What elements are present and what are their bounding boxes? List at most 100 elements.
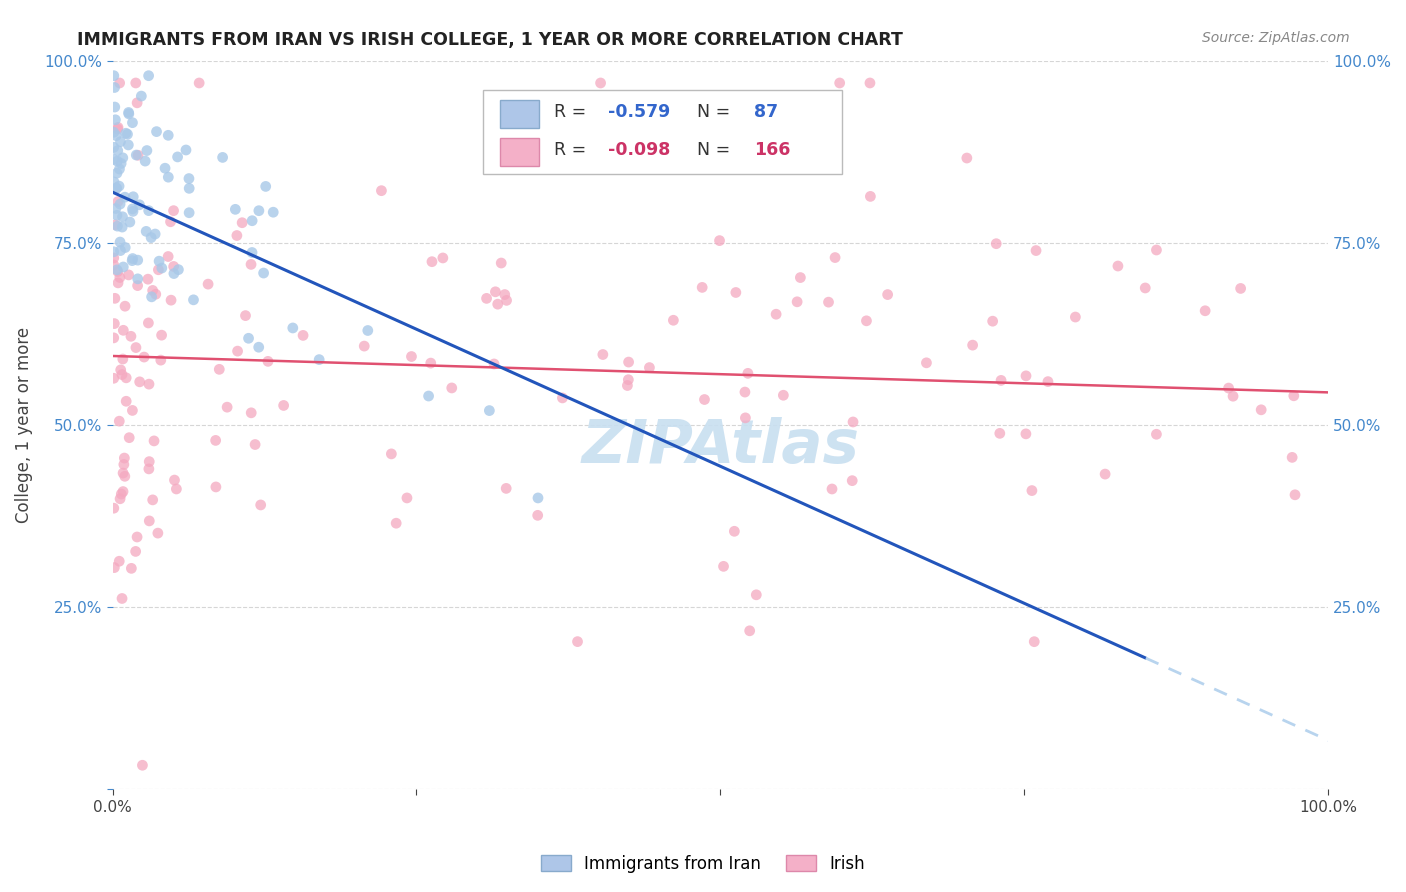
Text: 87: 87 bbox=[755, 103, 779, 121]
Text: IMMIGRANTS FROM IRAN VS IRISH COLLEGE, 1 YEAR OR MORE CORRELATION CHART: IMMIGRANTS FROM IRAN VS IRISH COLLEGE, 1… bbox=[77, 31, 903, 49]
Point bbox=[107, 264, 129, 278]
Point bbox=[111, 220, 134, 235]
Text: R =: R = bbox=[554, 141, 592, 159]
Point bbox=[131, 89, 153, 103]
Point bbox=[385, 516, 408, 531]
Point bbox=[482, 357, 505, 371]
Point bbox=[103, 175, 125, 189]
Point bbox=[432, 251, 454, 265]
Point bbox=[114, 299, 136, 313]
Point bbox=[128, 375, 150, 389]
Point bbox=[1194, 303, 1216, 318]
Point bbox=[127, 253, 149, 268]
Point bbox=[401, 350, 423, 364]
Point bbox=[127, 278, 149, 293]
Point bbox=[138, 455, 160, 469]
Point bbox=[107, 120, 129, 135]
Point bbox=[104, 100, 127, 114]
Point bbox=[486, 297, 509, 311]
Point bbox=[841, 474, 863, 488]
Point bbox=[1024, 634, 1046, 648]
Point bbox=[693, 392, 716, 407]
Point bbox=[163, 473, 186, 487]
Point bbox=[817, 295, 839, 310]
Text: N =: N = bbox=[697, 141, 735, 159]
Point bbox=[110, 156, 132, 170]
Point bbox=[281, 321, 304, 335]
Point bbox=[153, 161, 176, 176]
Point bbox=[103, 560, 125, 574]
Point bbox=[157, 250, 180, 264]
Point bbox=[489, 256, 512, 270]
Point bbox=[145, 287, 167, 301]
Point bbox=[247, 340, 270, 354]
Point bbox=[150, 261, 173, 276]
Point bbox=[418, 389, 440, 403]
Point bbox=[527, 491, 550, 505]
Point bbox=[1015, 368, 1038, 383]
Point bbox=[786, 294, 808, 309]
Point bbox=[121, 202, 143, 216]
Point bbox=[105, 166, 128, 180]
Point bbox=[105, 181, 128, 195]
Point bbox=[745, 588, 768, 602]
Point bbox=[370, 184, 392, 198]
Point bbox=[117, 127, 139, 141]
Point bbox=[247, 203, 270, 218]
Point bbox=[842, 415, 865, 429]
Point bbox=[134, 154, 156, 169]
Point bbox=[617, 355, 640, 369]
Point bbox=[111, 591, 134, 606]
Text: -0.098: -0.098 bbox=[609, 141, 671, 159]
Point bbox=[107, 194, 129, 209]
Point bbox=[117, 268, 139, 282]
Point bbox=[243, 437, 266, 451]
Point bbox=[828, 76, 851, 90]
Point bbox=[103, 331, 125, 345]
Point bbox=[254, 179, 277, 194]
Point bbox=[240, 245, 263, 260]
Point bbox=[179, 181, 201, 195]
Point bbox=[138, 462, 160, 476]
Point bbox=[146, 526, 169, 541]
Point bbox=[138, 377, 160, 392]
Point bbox=[240, 213, 263, 227]
Point bbox=[225, 228, 247, 243]
Point bbox=[105, 181, 128, 195]
Point bbox=[111, 210, 134, 224]
Point bbox=[103, 244, 125, 259]
Point bbox=[204, 434, 226, 448]
Point bbox=[713, 559, 735, 574]
Point bbox=[139, 230, 162, 244]
Point bbox=[125, 148, 148, 162]
Point bbox=[108, 491, 131, 506]
Point bbox=[567, 634, 589, 648]
Point bbox=[118, 107, 141, 121]
Point bbox=[1144, 427, 1167, 442]
Point bbox=[494, 287, 516, 301]
Point bbox=[690, 280, 713, 294]
Point bbox=[105, 154, 128, 169]
Point bbox=[1036, 375, 1059, 389]
Point bbox=[257, 354, 280, 368]
Point bbox=[616, 378, 638, 392]
Point bbox=[662, 313, 685, 327]
Point bbox=[772, 388, 794, 402]
Point bbox=[1107, 259, 1129, 273]
Point bbox=[103, 317, 125, 331]
Point bbox=[419, 356, 441, 370]
Point bbox=[988, 426, 1011, 441]
Text: -0.579: -0.579 bbox=[609, 103, 671, 121]
Point bbox=[855, 314, 877, 328]
Point bbox=[112, 323, 135, 337]
Point bbox=[128, 198, 150, 212]
Point bbox=[103, 251, 125, 265]
Point bbox=[240, 406, 263, 420]
Point bbox=[114, 190, 136, 204]
Point bbox=[115, 371, 138, 385]
Point bbox=[104, 112, 127, 127]
Point bbox=[420, 254, 443, 268]
Point bbox=[111, 368, 134, 382]
Point bbox=[115, 394, 138, 409]
Point bbox=[723, 524, 745, 539]
